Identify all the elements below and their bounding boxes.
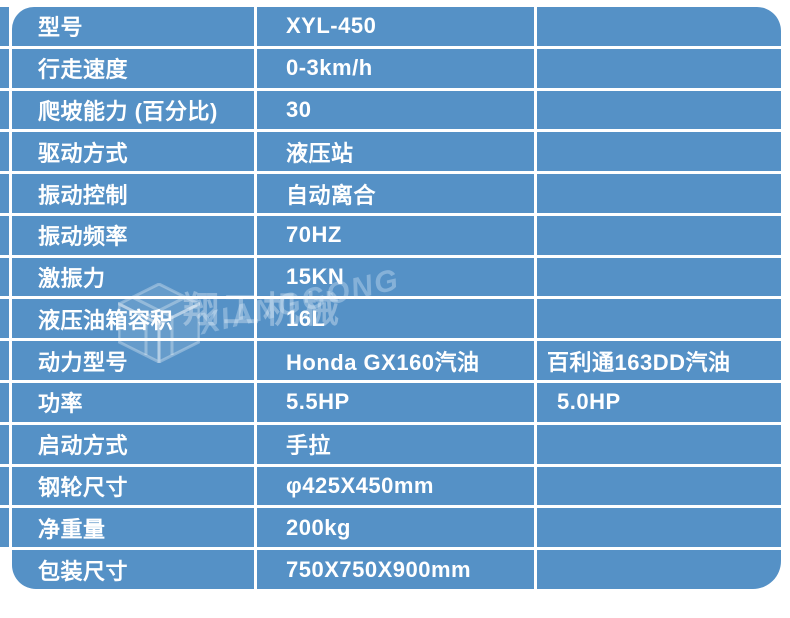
- table-edge-sliver: [0, 466, 9, 506]
- value2-start-type: [537, 424, 781, 464]
- label-hydraulic-tank-capacity: 液压油箱容积: [12, 299, 254, 339]
- value2-gradeability: [537, 90, 781, 130]
- label-start-type: 启动方式: [12, 424, 254, 464]
- value-exciting-force: 15KN: [257, 257, 534, 297]
- table-edge-sliver: [0, 299, 9, 339]
- value2-hydraulic-tank-capacity: [537, 299, 781, 339]
- value2-exciting-force: [537, 257, 781, 297]
- label-travel-speed: 行走速度: [12, 48, 254, 88]
- value2-vibration-frequency: [537, 215, 781, 255]
- table-edge-sliver: [0, 383, 9, 422]
- value2-engine-model: 百利通163DD汽油: [537, 341, 781, 381]
- label-engine-model: 动力型号: [12, 341, 254, 381]
- value-drum-size: φ425X450mm: [257, 466, 534, 506]
- value-drive-type: 液压站: [257, 132, 534, 172]
- value-model: XYL-450: [257, 7, 534, 46]
- label-drum-size: 钢轮尺寸: [12, 466, 254, 506]
- label-vibration-frequency: 振动频率: [12, 215, 254, 255]
- table-edge-sliver: [0, 424, 9, 464]
- value2-package-size: [537, 550, 781, 589]
- table-edge-sliver: [0, 508, 9, 548]
- value2-drum-size: [537, 466, 781, 506]
- value-vibration-frequency: 70HZ: [257, 215, 534, 255]
- table-edge-sliver: [0, 341, 9, 381]
- value-gradeability: 30: [257, 90, 534, 130]
- value-power: 5.5HP: [257, 383, 534, 422]
- label-gradeability: 爬坡能力 (百分比): [12, 90, 254, 130]
- value2-travel-speed: [537, 48, 781, 88]
- label-model: 型号: [12, 7, 254, 46]
- spec-table: 型号 XYL-450 行走速度 0-3km/h 爬坡能力 (百分比) 30 驱动…: [0, 7, 781, 589]
- table-edge-sliver: [0, 90, 9, 130]
- value-vibration-control: 自动离合: [257, 174, 534, 213]
- value-engine-model: Honda GX160汽油: [257, 341, 534, 381]
- table-edge-sliver: [0, 132, 9, 172]
- table-edge-sliver: [0, 257, 9, 297]
- label-exciting-force: 激振力: [12, 257, 254, 297]
- value-net-weight: 200kg: [257, 508, 534, 548]
- value-hydraulic-tank-capacity: 16L: [257, 299, 534, 339]
- table-edge-sliver: [0, 7, 9, 46]
- value2-drive-type: [537, 132, 781, 172]
- value2-vibration-control: [537, 174, 781, 213]
- table-edge-sliver: [0, 48, 9, 88]
- label-package-size: 包装尺寸: [12, 550, 254, 589]
- label-power: 功率: [12, 383, 254, 422]
- label-net-weight: 净重量: [12, 508, 254, 548]
- value2-power: 5.0HP: [537, 383, 781, 422]
- value2-model: [537, 7, 781, 46]
- label-vibration-control: 振动控制: [12, 174, 254, 213]
- value-travel-speed: 0-3km/h: [257, 48, 534, 88]
- table-edge-sliver: [0, 550, 9, 589]
- label-drive-type: 驱动方式: [12, 132, 254, 172]
- value2-net-weight: [537, 508, 781, 548]
- value-start-type: 手拉: [257, 424, 534, 464]
- table-edge-sliver: [0, 174, 9, 213]
- table-edge-sliver: [0, 215, 9, 255]
- value-package-size: 750X750X900mm: [257, 550, 534, 589]
